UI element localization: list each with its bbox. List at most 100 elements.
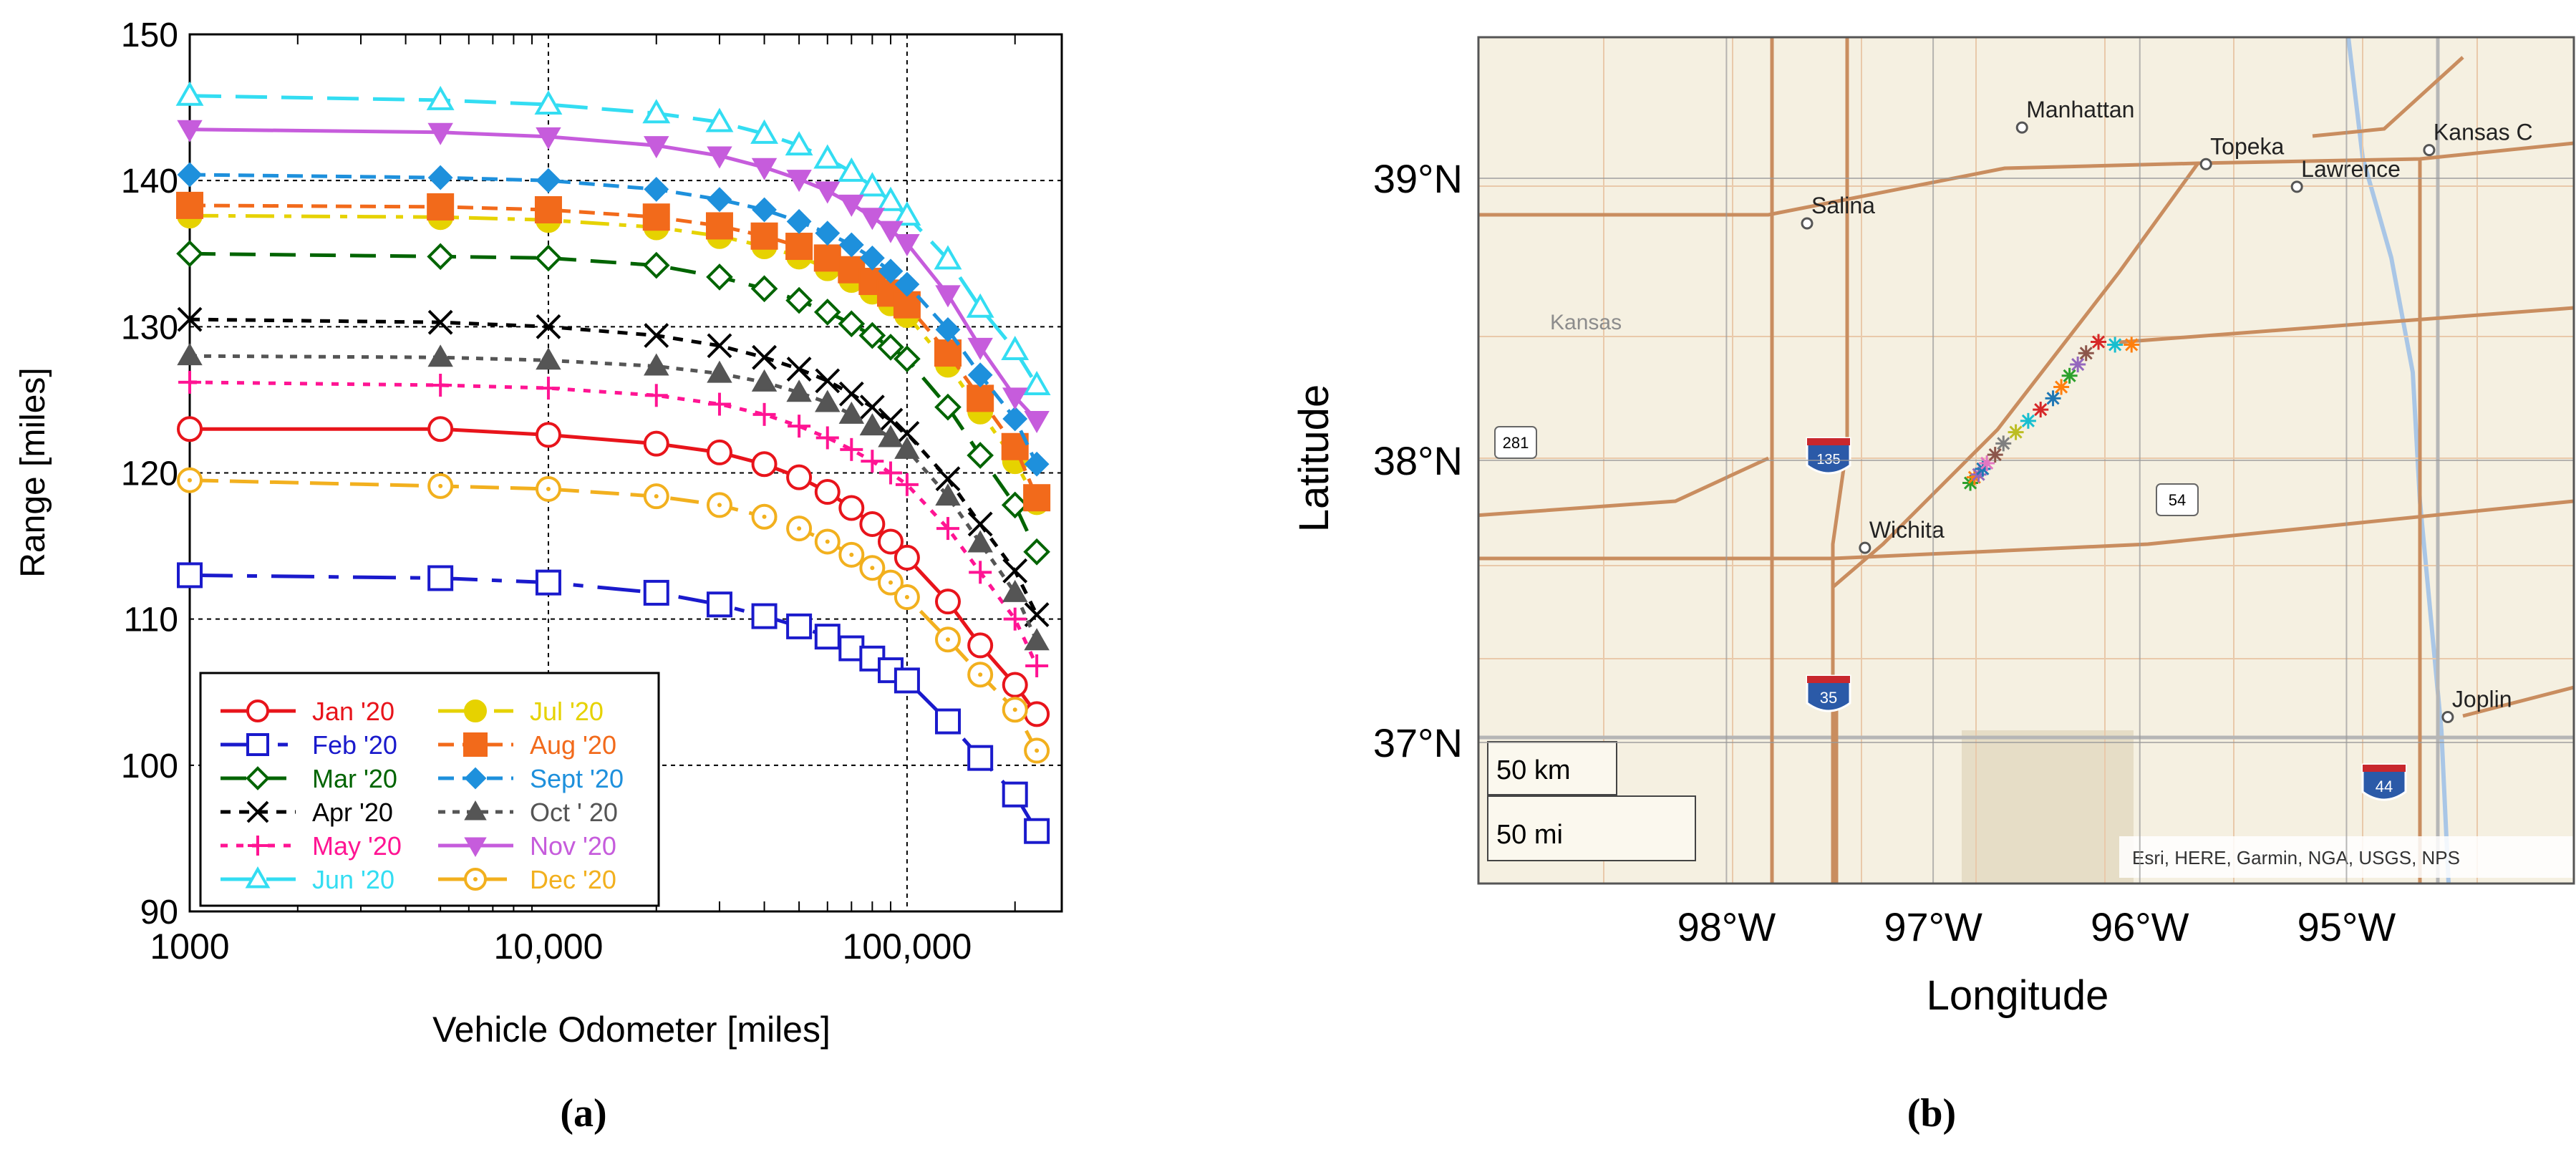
trip-point bbox=[2107, 337, 2124, 353]
series-line bbox=[189, 380, 1039, 667]
trip-point bbox=[2008, 424, 2024, 440]
point-marker-dot bbox=[825, 539, 830, 544]
point-marker bbox=[934, 393, 962, 421]
point-marker bbox=[246, 733, 269, 756]
star-stroke bbox=[2071, 357, 2085, 372]
point-marker bbox=[644, 136, 669, 159]
point-marker bbox=[642, 203, 670, 231]
point-marker bbox=[786, 357, 812, 382]
point-marker bbox=[245, 866, 271, 889]
star-stroke bbox=[2055, 380, 2068, 394]
point-marker bbox=[1002, 672, 1028, 698]
scale-bar: 50 km 50 mi bbox=[1487, 741, 1696, 861]
legend-label: Mar '20 bbox=[312, 764, 397, 793]
star-stroke bbox=[2063, 369, 2076, 382]
point-marker bbox=[859, 510, 886, 537]
x-tick-label: 10,000 bbox=[493, 926, 603, 967]
point-marker bbox=[177, 343, 203, 366]
point-marker bbox=[859, 395, 885, 420]
city-label: Manhattan bbox=[2026, 97, 2134, 122]
city-markers: Manhattan Topeka Lawrence Kansas C Salina Wic… bbox=[1801, 97, 2533, 724]
point-marker-dot bbox=[797, 526, 802, 531]
point-marker bbox=[838, 310, 866, 338]
point-marker bbox=[464, 700, 487, 722]
series-jun20 bbox=[175, 81, 1051, 395]
city-label: Salina bbox=[1811, 193, 1875, 218]
point-marker bbox=[427, 416, 454, 442]
series-mar20 bbox=[176, 240, 1050, 566]
x-tick-label-b: 95°W bbox=[2297, 904, 2396, 949]
point-marker bbox=[894, 271, 920, 297]
series-line bbox=[189, 94, 1039, 387]
y-axis-label-a: Range [miles] bbox=[14, 367, 52, 577]
point-marker bbox=[1001, 335, 1030, 360]
point-marker-dot bbox=[945, 637, 950, 642]
point-marker-dot bbox=[473, 877, 478, 881]
point-marker bbox=[967, 362, 993, 388]
shield-35: 35 bbox=[1806, 674, 1851, 712]
point-marker bbox=[858, 172, 886, 197]
series-nov20 bbox=[177, 120, 1050, 434]
point-marker bbox=[967, 384, 994, 412]
point-marker bbox=[177, 120, 203, 142]
y-tick-label: 130 bbox=[121, 309, 178, 347]
point-marker bbox=[786, 208, 812, 234]
point-marker bbox=[427, 344, 453, 367]
point-marker bbox=[967, 632, 994, 659]
point-marker bbox=[1023, 538, 1050, 566]
svg-text:Esri, HERE, Garmin, NGA, USGS,: Esri, HERE, Garmin, NGA, USGS, NPS bbox=[2132, 847, 2460, 868]
legend-label: Oct ' 20 bbox=[530, 798, 618, 827]
city-dot bbox=[1801, 217, 1814, 230]
svg-text:50 mi: 50 mi bbox=[1496, 820, 1563, 850]
point-marker-dot bbox=[762, 514, 767, 519]
legend-label: Jan '20 bbox=[312, 697, 394, 726]
legend-label: May '20 bbox=[312, 831, 402, 861]
legend-label: Jul '20 bbox=[530, 697, 604, 726]
y-tick-label: 90 bbox=[140, 894, 178, 931]
point-marker bbox=[859, 245, 885, 271]
series-line bbox=[189, 478, 1039, 752]
point-marker bbox=[813, 244, 841, 272]
point-marker bbox=[750, 222, 778, 250]
star-stroke bbox=[1997, 437, 2010, 450]
point-marker-dot bbox=[717, 503, 722, 508]
point-marker bbox=[751, 603, 778, 629]
point-marker bbox=[707, 187, 732, 213]
point-marker bbox=[707, 146, 732, 169]
point-marker bbox=[813, 299, 841, 326]
y-tick-label: 150 bbox=[121, 16, 178, 54]
x-axis-label-a: Vehicle Odometer [miles] bbox=[432, 1010, 831, 1050]
point-marker-dot bbox=[1035, 748, 1040, 753]
city-dot bbox=[2290, 180, 2303, 193]
series-line bbox=[189, 127, 1038, 422]
point-marker bbox=[246, 766, 270, 790]
y-tick-label: 120 bbox=[121, 455, 178, 493]
point-marker bbox=[427, 243, 454, 271]
star-stroke bbox=[2021, 414, 2035, 427]
x-tick-label-b: 98°W bbox=[1677, 904, 1776, 949]
point-marker bbox=[838, 194, 865, 217]
point-marker bbox=[644, 353, 669, 376]
city-dot bbox=[2423, 144, 2436, 157]
point-marker-dot bbox=[904, 595, 909, 600]
y-tick-label-b: 38°N bbox=[1373, 438, 1463, 483]
svg-text:44: 44 bbox=[2376, 778, 2393, 795]
star-stroke bbox=[2079, 347, 2093, 360]
point-marker bbox=[535, 244, 562, 272]
point-marker bbox=[246, 700, 269, 722]
point-marker bbox=[644, 323, 669, 348]
legend-label: Aug '20 bbox=[530, 730, 616, 760]
point-marker bbox=[644, 177, 669, 202]
point-marker bbox=[427, 565, 454, 591]
point-marker bbox=[751, 158, 778, 180]
point-marker bbox=[786, 613, 813, 639]
point-marker-dot bbox=[978, 672, 983, 677]
point-marker bbox=[859, 413, 886, 436]
svg-text:281: 281 bbox=[1503, 434, 1529, 452]
point-marker bbox=[751, 451, 778, 478]
point-marker bbox=[177, 162, 203, 188]
city-label: Topeka bbox=[2210, 133, 2284, 159]
trip-point bbox=[2091, 334, 2107, 350]
svg-text:50 km: 50 km bbox=[1496, 755, 1570, 785]
point-marker bbox=[1024, 701, 1050, 727]
